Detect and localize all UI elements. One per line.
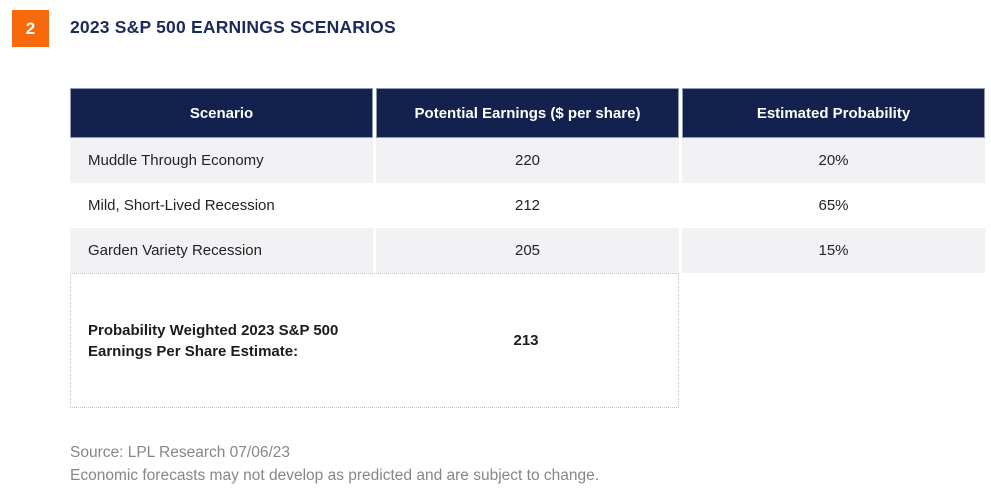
scenario-cell: Muddle Through Economy: [70, 138, 373, 183]
header-potential-earnings: Potential Earnings ($ per share): [376, 88, 679, 138]
earnings-cell: 220: [376, 138, 679, 183]
earnings-cell: 205: [376, 228, 679, 273]
summary-box: Probability Weighted 2023 S&P 500 Earnin…: [70, 273, 679, 408]
table-row: Muddle Through Economy 220 20%: [70, 138, 985, 183]
footer: Source: LPL Research 07/06/23 Economic f…: [70, 441, 599, 488]
source-line: Source: LPL Research 07/06/23: [70, 444, 291, 461]
scenario-cell: Mild, Short-Lived Recession: [70, 183, 373, 228]
scenarios-table: Scenario Potential Earnings ($ per share…: [70, 88, 985, 408]
probability-cell: 15%: [682, 228, 985, 273]
disclaimer-line: Economic forecasts may not develop as pr…: [70, 467, 600, 485]
probability-cell: 20%: [682, 138, 985, 183]
summary-value: 213: [513, 332, 539, 349]
figure-number-badge: 2: [12, 10, 49, 47]
header-estimated-probability: Estimated Probability: [682, 88, 985, 138]
table-row: Garden Variety Recession 205 15%: [70, 228, 985, 273]
scenario-cell: Garden Variety Recession: [70, 228, 373, 273]
table-header-row: Scenario Potential Earnings ($ per share…: [70, 88, 985, 138]
earnings-cell: 212: [376, 183, 679, 228]
figure-title: 2023 S&P 500 EARNINGS SCENARIOS: [70, 17, 396, 37]
header-scenario: Scenario: [70, 88, 373, 138]
probability-cell: 65%: [682, 183, 985, 228]
table-row: Mild, Short-Lived Recession 212 65%: [70, 183, 985, 228]
summary-label: Probability Weighted 2023 S&P 500 Earnin…: [88, 321, 339, 360]
